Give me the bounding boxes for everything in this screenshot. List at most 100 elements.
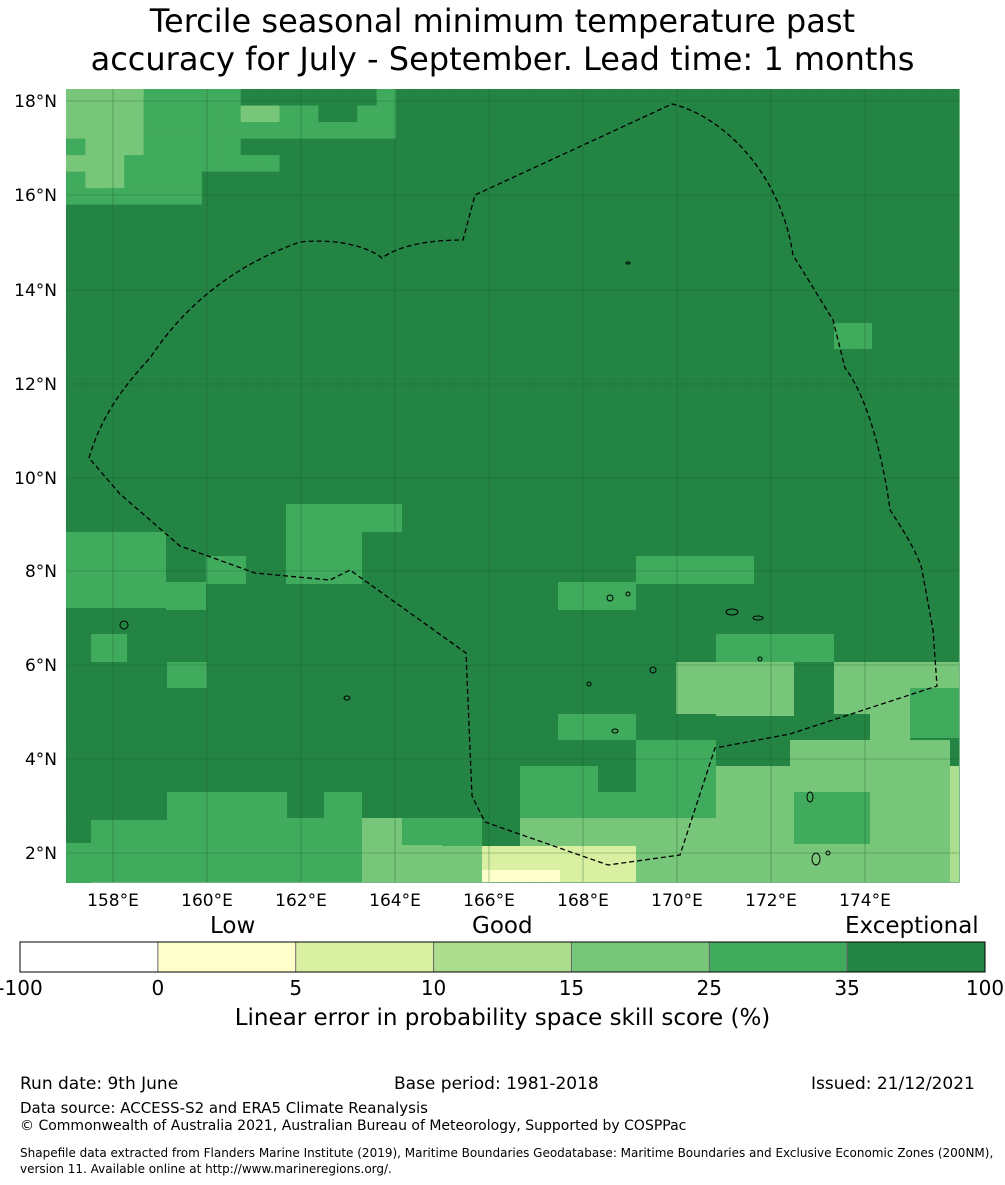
grid-cell xyxy=(784,576,805,586)
grid-cell xyxy=(318,262,339,272)
grid-cell xyxy=(861,411,882,421)
grid-cell xyxy=(706,212,727,222)
grid-cell xyxy=(454,609,475,619)
grid-cell xyxy=(881,204,902,214)
grid-cell xyxy=(861,237,882,247)
grid-cell xyxy=(415,576,436,586)
grid-cell xyxy=(124,171,145,181)
grid-cell xyxy=(823,336,844,346)
grid-cell xyxy=(570,287,591,297)
grid-cell xyxy=(512,411,533,421)
grid-cell xyxy=(881,138,902,148)
grid-cell xyxy=(823,419,844,429)
grid-cell xyxy=(745,584,766,594)
grid-cell xyxy=(745,733,766,743)
grid-cell xyxy=(66,526,87,536)
grid-cell xyxy=(415,254,436,264)
grid-cell xyxy=(512,171,533,181)
grid-cell xyxy=(590,526,611,536)
grid-cell xyxy=(260,526,281,536)
grid-cell xyxy=(667,353,688,363)
grid-cell xyxy=(512,237,533,247)
grid-cell xyxy=(900,336,921,346)
grid-cell xyxy=(939,386,960,396)
grid-cell xyxy=(881,625,902,635)
grid-cell xyxy=(66,254,87,264)
grid-cell xyxy=(182,394,203,404)
grid-cell xyxy=(628,419,649,429)
grid-cell xyxy=(260,105,281,115)
grid-cell xyxy=(124,642,145,652)
grid-cell xyxy=(66,196,87,206)
grid-cell xyxy=(454,774,475,784)
grid-cell xyxy=(493,502,514,511)
grid-cell xyxy=(298,774,319,784)
grid-cell xyxy=(920,551,941,561)
grid-cell xyxy=(201,609,222,619)
grid-cell xyxy=(182,196,203,206)
grid-cell xyxy=(357,749,378,759)
grid-cell xyxy=(182,336,203,346)
grid-cell xyxy=(473,683,494,693)
grid-cell xyxy=(357,741,378,751)
grid-cell xyxy=(279,303,300,313)
grid-cell xyxy=(260,650,281,660)
grid-cell xyxy=(85,758,106,767)
grid-cell xyxy=(939,163,960,173)
grid-cell xyxy=(803,725,824,734)
grid-cell xyxy=(609,617,630,627)
grid-cell xyxy=(357,163,378,173)
grid-cell xyxy=(415,122,436,131)
grid-cell xyxy=(415,435,436,445)
grid-cell xyxy=(240,328,261,338)
grid-cell xyxy=(66,502,87,511)
grid-cell xyxy=(590,749,611,759)
grid-cell xyxy=(298,609,319,619)
grid-cell xyxy=(648,212,669,222)
grid-cell xyxy=(881,460,902,470)
grid-cell xyxy=(570,708,591,718)
grid-cell xyxy=(493,791,514,800)
grid-cell xyxy=(396,535,417,544)
grid-cell xyxy=(85,716,106,726)
grid-cell xyxy=(201,667,222,677)
grid-cell xyxy=(124,609,145,619)
grid-cell xyxy=(784,617,805,627)
grid-cell xyxy=(667,303,688,313)
grid-cell xyxy=(240,444,261,454)
grid-cell xyxy=(454,559,475,569)
grid-cell xyxy=(570,336,591,346)
grid-cell xyxy=(163,237,184,247)
grid-cell xyxy=(298,394,319,404)
grid-cell xyxy=(493,328,514,338)
grid-cell xyxy=(66,692,87,701)
grid-cell xyxy=(861,568,882,577)
lon-tick-label: 174°E xyxy=(839,891,891,911)
grid-cell xyxy=(764,204,785,214)
grid-cell xyxy=(104,287,125,297)
grid-cell xyxy=(726,592,747,602)
grid-cell xyxy=(667,518,688,528)
grid-cell xyxy=(221,535,242,544)
grid-cell xyxy=(667,510,688,520)
grid-cell xyxy=(531,452,552,462)
grid-cell xyxy=(279,171,300,181)
grid-cell xyxy=(221,526,242,536)
grid-cell xyxy=(298,411,319,421)
grid-cell xyxy=(900,179,921,189)
grid-cell xyxy=(590,617,611,627)
grid-cell xyxy=(454,196,475,206)
grid-cell xyxy=(124,526,145,536)
grid-cell xyxy=(823,245,844,255)
grid-cell xyxy=(842,716,863,726)
grid-cell xyxy=(920,361,941,371)
grid-cell xyxy=(687,105,708,115)
lat-tick-label: 10°N xyxy=(14,469,57,489)
grid-cell xyxy=(648,345,669,354)
grid-cell xyxy=(628,378,649,387)
grid-cell xyxy=(745,526,766,536)
grid-cell xyxy=(900,378,921,387)
grid-cell xyxy=(318,312,339,321)
grid-cell xyxy=(357,369,378,379)
grid-cell xyxy=(396,122,417,131)
